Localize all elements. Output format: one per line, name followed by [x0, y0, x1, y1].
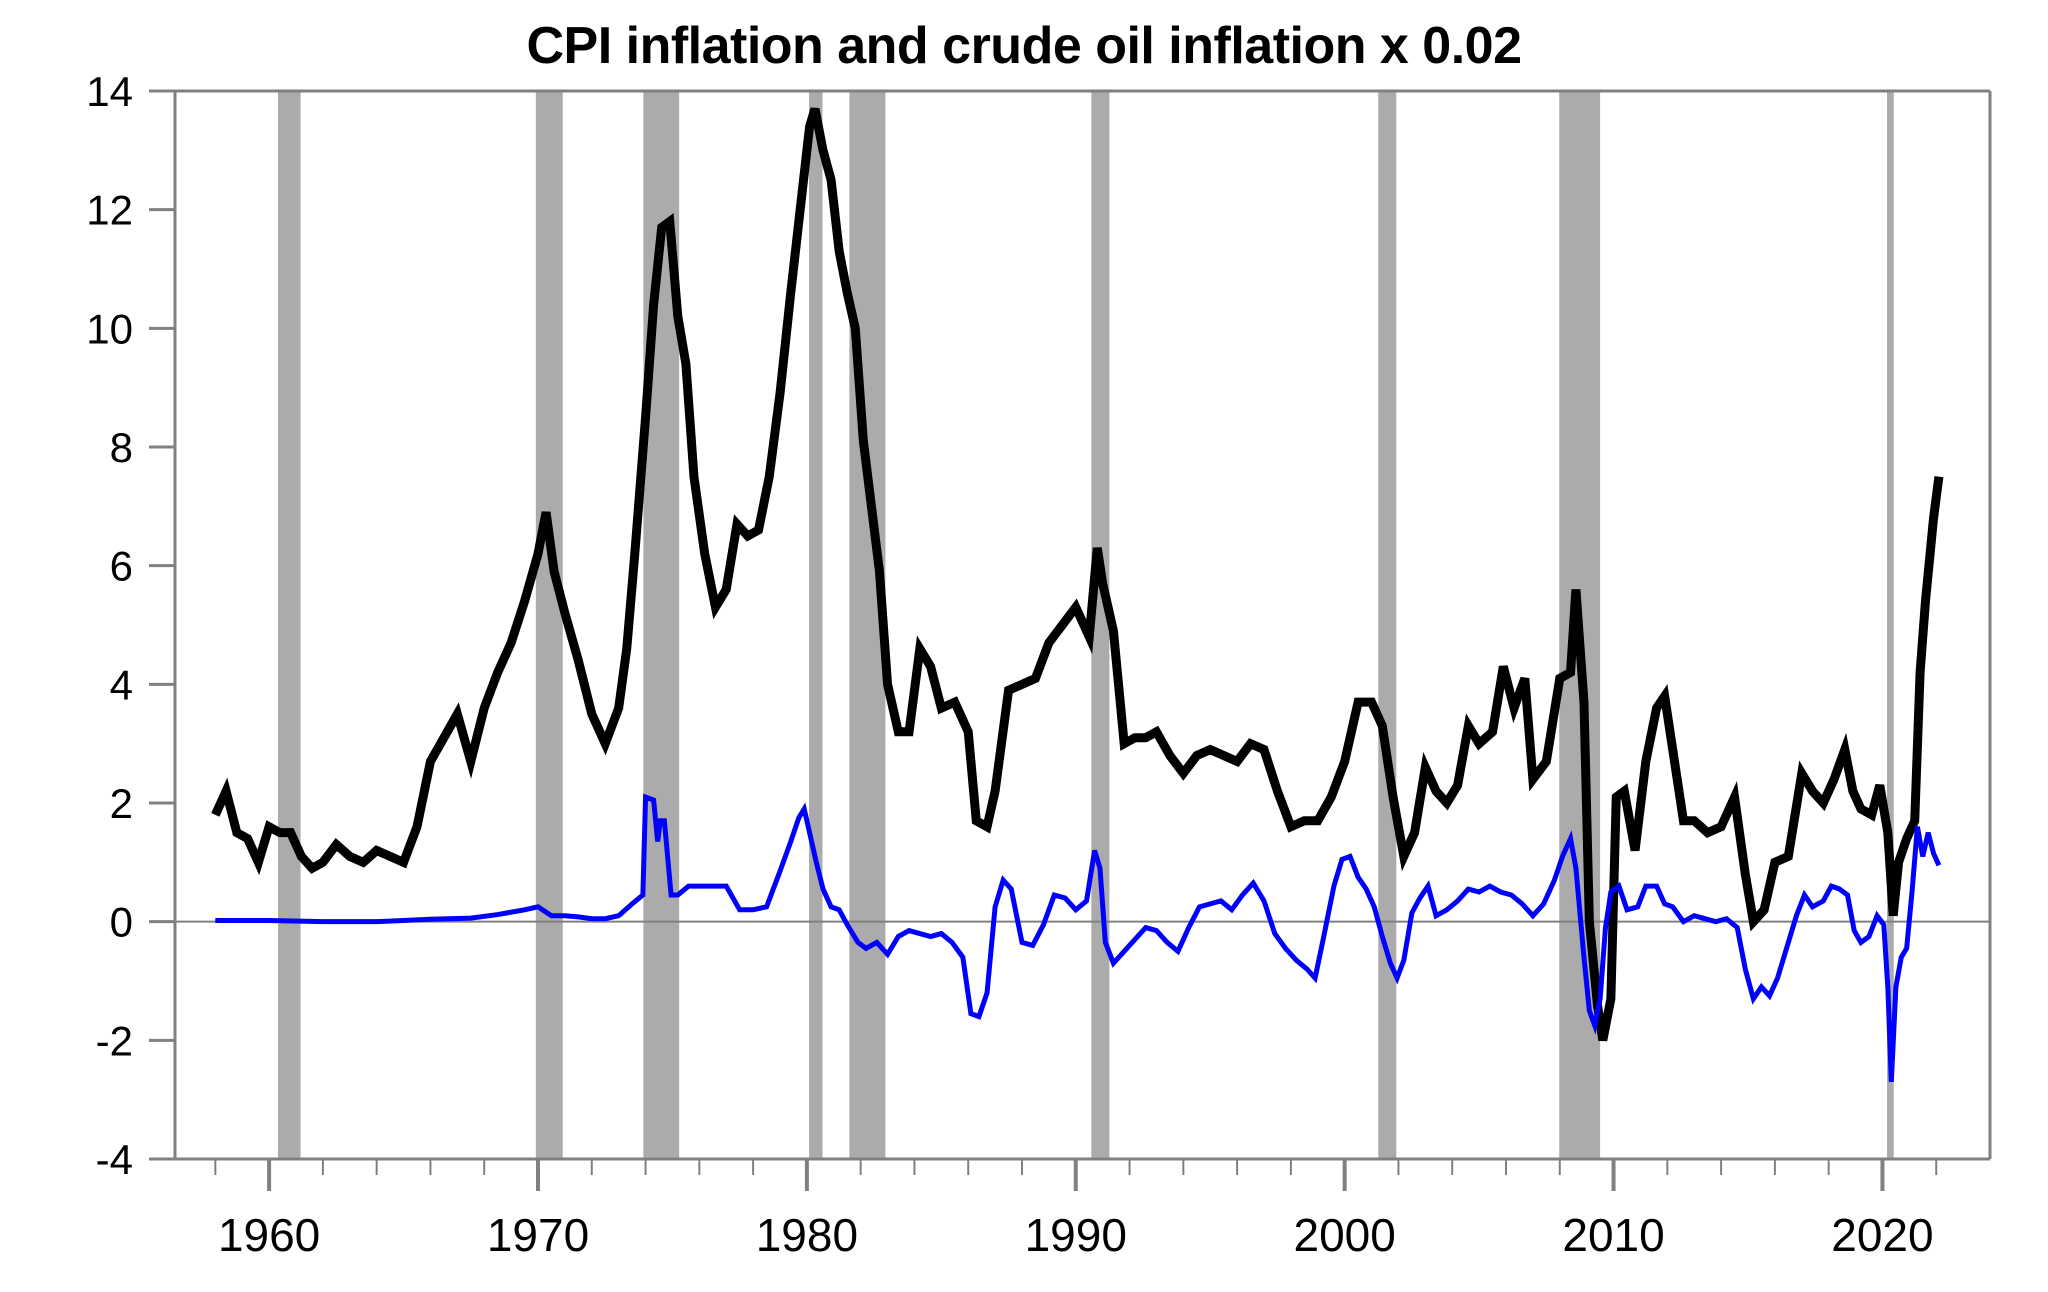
- x-axis-tick-label: 2020: [1831, 1209, 1933, 1261]
- x-axis-tick-label: 1970: [487, 1209, 589, 1261]
- y-axis-tick-label: 6: [110, 543, 133, 590]
- x-axis-labels-group: 1960 1970 1980 1990 2000 2010 2020: [218, 1209, 1934, 1261]
- recession-band: [277, 91, 301, 1159]
- y-axis-tick-label: 2: [110, 780, 133, 827]
- x-axis-tick-label: 1960: [218, 1209, 320, 1261]
- y-axis-tick-label: 14: [86, 68, 133, 115]
- recession-band: [535, 91, 563, 1159]
- axis-ticks-group: [149, 89, 1938, 1191]
- recession-band: [1378, 91, 1397, 1159]
- series-line-cpi-inflation: [211, 107, 1944, 1042]
- y-axis-tick-label: -2: [96, 1017, 133, 1064]
- y-axis-tick-label: 10: [86, 305, 133, 352]
- series-line-crude-oil-inflation: [215, 793, 1942, 1082]
- x-axis-tick-label: 1980: [756, 1209, 858, 1261]
- y-axis-tick-label: -4: [96, 1136, 133, 1183]
- y-axis-tick-label: 8: [110, 424, 133, 471]
- recession-band: [1887, 91, 1894, 1159]
- page-title: CPI inflation and crude oil inflation x …: [526, 17, 1522, 75]
- y-axis-labels-group: 14 12 10 8 6 4 2 0 -2 -4: [86, 68, 133, 1183]
- y-axis-tick-label: 4: [110, 661, 133, 708]
- data-series-group: [211, 107, 1944, 1082]
- recession-band: [809, 91, 823, 1159]
- recession-band: [1091, 91, 1110, 1159]
- x-axis-tick-label: 1990: [1025, 1209, 1127, 1261]
- x-axis-tick-label: 2000: [1293, 1209, 1395, 1261]
- y-axis-tick-label: 12: [86, 187, 133, 234]
- x-axis-tick-label: 2010: [1562, 1209, 1664, 1261]
- y-axis-tick-label: 0: [110, 899, 133, 946]
- axis-group: [173, 89, 1992, 1161]
- recession-bands-group: [277, 91, 1894, 1159]
